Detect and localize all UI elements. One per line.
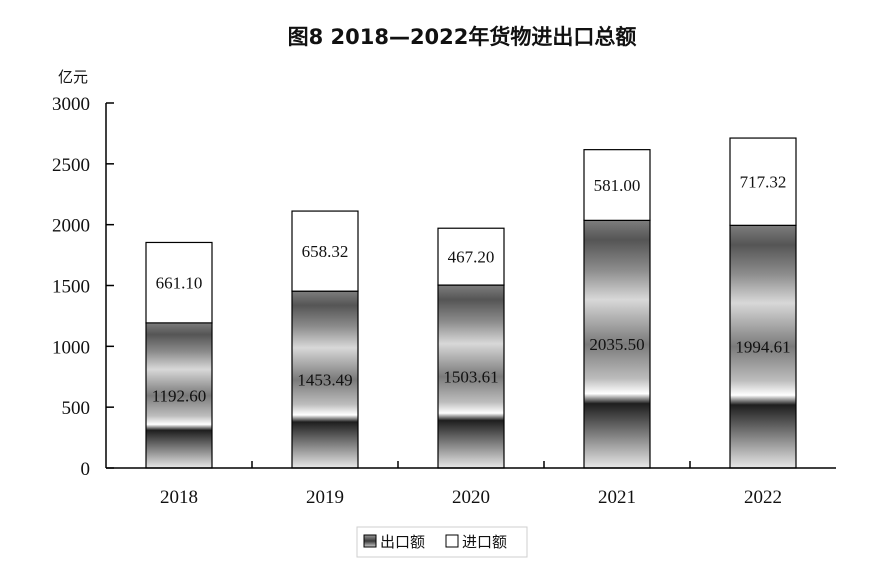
bar-import — [291, 210, 359, 292]
y-tick-label: 1500 — [52, 277, 90, 298]
bar-import — [729, 137, 797, 226]
y-tick-label: 2500 — [52, 155, 90, 176]
bar-export — [583, 219, 651, 469]
data-label-export: 1994.61 — [735, 338, 790, 357]
x-tick-label: 2021 — [598, 487, 636, 508]
legend-label-import: 进口额 — [462, 533, 507, 551]
bar-import — [437, 227, 505, 286]
x-tick-label: 2022 — [744, 487, 782, 508]
bar-import — [583, 149, 651, 221]
bar-import — [145, 241, 213, 324]
bar-export — [437, 284, 505, 469]
legend: 出口额 进口额 — [356, 526, 528, 558]
legend-swatch-import — [445, 534, 459, 548]
bar-export — [291, 290, 359, 469]
y-tick-label: 2000 — [52, 216, 90, 237]
y-tick-label: 1000 — [52, 337, 90, 358]
x-tick-label: 2018 — [160, 487, 198, 508]
data-label-import: 717.32 — [740, 173, 787, 192]
x-tick-label: 2019 — [306, 487, 344, 508]
bars: 1192.60 661.10 1453.49 658.32 1503.61 467.20 2… — [145, 137, 797, 469]
y-axis-ticks: 0 500 1000 1500 2000 2500 3000 — [52, 94, 114, 480]
legend-label-export: 出口额 — [380, 533, 425, 551]
chart-title: 图8 2018—2022年货物进出口总额 — [288, 25, 637, 49]
data-label-export: 1503.61 — [443, 368, 498, 387]
x-tick-label: 2020 — [452, 487, 490, 508]
bar-export — [729, 224, 797, 469]
data-label-export: 1192.60 — [152, 386, 207, 405]
legend-swatch-export — [363, 534, 377, 548]
data-label-export: 1453.49 — [297, 371, 352, 390]
y-tick-label: 0 — [81, 459, 91, 480]
data-label-import: 658.32 — [302, 242, 349, 261]
data-label-import: 467.20 — [448, 248, 495, 267]
x-axis-ticks: 2018 2019 2020 2021 2022 — [160, 461, 782, 508]
data-label-import: 581.00 — [594, 176, 641, 195]
data-label-import: 661.10 — [156, 274, 203, 293]
legend-box — [356, 526, 528, 558]
y-tick-label: 500 — [62, 398, 91, 419]
data-label-export: 2035.50 — [589, 335, 644, 354]
y-tick-label: 3000 — [52, 94, 90, 115]
y-axis-unit: 亿元 — [58, 68, 88, 86]
